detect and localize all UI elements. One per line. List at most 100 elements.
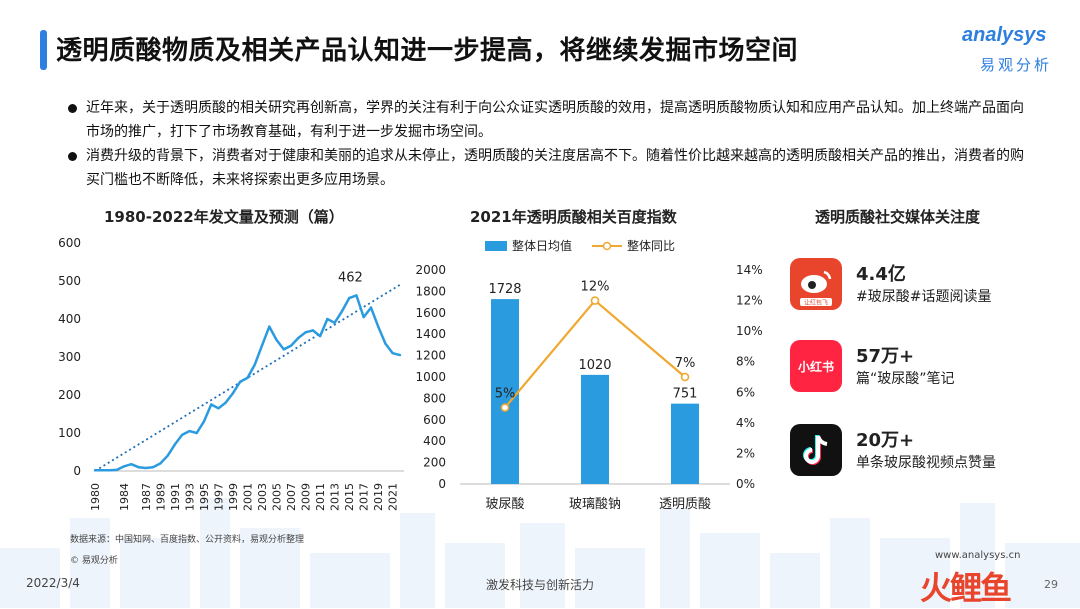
xiaohongshu-badge-text: 小红书 [798,359,834,374]
yoy-point [680,372,690,382]
category-label: 玻璃酸钠 [569,497,621,512]
y-left-tick-label: 200 [423,456,446,470]
data-point [202,420,206,423]
bar-value-label: 1728 [488,282,521,297]
footer-slogan: 激发科技与创新活力 [486,578,595,592]
yoy-value-label: 7% [675,356,696,371]
data-point [173,443,177,446]
bullet-text: 近年来，关于透明质酸的相关研究再创新高，学界的关注有利于向公众证实透明质酸的效用… [86,100,1024,140]
x-tick-label: 2021 [387,483,400,511]
bar-value-label: 751 [673,387,698,402]
y-tick-label: 400 [58,312,81,326]
x-tick-label: 2007 [285,483,298,511]
data-point [144,466,148,470]
x-tick-label: 1995 [198,483,211,511]
data-point [289,344,293,347]
y-right-tick-label: 8% [736,355,755,369]
x-tick-label: 1991 [169,483,182,511]
data-point [231,391,235,395]
y-right-tick-label: 4% [736,416,755,430]
legend-line-marker [602,241,612,251]
data-source: 数据来源：中国知网、百度指数、公开资料，易观分析整理 [70,535,305,545]
y-left-tick-label: 1000 [415,370,446,384]
weibo-badge-text: 让红包飞 [804,299,828,307]
data-point [246,376,249,380]
y-right-tick-label: 2% [736,446,755,460]
y-tick-label: 600 [58,236,81,250]
y-right-tick-label: 0% [736,477,755,491]
skyline-background [0,498,1080,608]
bullet-dot-icon [68,152,77,161]
tiktok-icon [790,424,842,476]
data-point [101,469,104,472]
data-point [253,363,256,366]
data-point [355,294,358,297]
data-point [195,431,198,435]
y-tick-label: 500 [58,274,81,288]
x-tick-label: 1980 [89,483,102,511]
social-title: 透明质酸社交媒体关注度 [815,208,981,226]
x-tick-label: 2019 [372,483,385,511]
data-point [369,306,373,309]
x-tick-label: 2005 [271,483,284,511]
data-point [209,403,213,406]
summary-bullets: 近年来，关于透明质酸的相关研究再创新高，学界的关注有利于向公众证实透明质酸的效用… [68,96,1028,192]
data-point [304,331,307,334]
data-point [93,469,97,472]
yoy-point [500,403,510,412]
x-tick-label: 2009 [300,483,313,511]
bullet-dot-icon [68,104,77,113]
analysys-logo: analysys 易观分析 [962,20,1062,80]
baidu-index-chart: 整体日均值 整体同比 0 200 400 600 800 1000 1200 1400 1600 18… [415,238,763,512]
category-label: 透明质酸 [659,497,711,512]
weibo-value: 4.4亿 [856,264,906,285]
x-tick-label: 2017 [358,483,371,511]
x-tick-label: 2003 [256,483,269,511]
yoy-value-label: 12% [581,280,610,295]
legend-bar-swatch [485,241,507,251]
data-point [137,466,140,469]
data-point [333,321,336,324]
data-point [362,315,365,319]
website-link[interactable]: www.analysys.cn [935,550,1021,561]
bar-透明质酸 [671,403,699,484]
data-point [260,344,264,347]
data-point [384,342,387,345]
x-tick-label: 2011 [314,483,327,511]
social-item-tiktok: 20万+ 单条玻尿酸视频点赞量 [790,424,1030,478]
y-right-tick-label: 6% [736,385,755,399]
y-left-tick-label: 800 [423,391,446,405]
line-chart-title: 1980-2022年发文量及预测（篇） [104,208,344,226]
data-point [340,310,344,313]
category-label: 玻尿酸 [485,497,524,512]
data-point [159,462,162,465]
x-tick-label: 1989 [154,483,167,511]
data-point [239,380,242,383]
y-right-tick-label: 12% [736,294,763,308]
data-point [166,454,169,457]
data-point [130,462,133,466]
xiaohongshu-desc: 篇“玻尿酸”笔记 [856,371,955,387]
x-tick-label: 1997 [212,483,225,511]
bullet-item: 消费升级的背景下，消费者对于健康和美丽的追求从未停止，透明质酸的关注度居高不下。… [68,144,1028,192]
title-accent-bar [40,30,47,70]
data-point [151,466,155,469]
y-left-tick-label: 600 [423,413,446,427]
data-point [224,401,227,404]
y-tick-label: 300 [58,350,81,364]
y-tick-label: 200 [58,388,81,402]
data-point [217,407,220,410]
publications-series-line [95,294,401,472]
data-point [275,338,278,342]
x-tick-label: 1999 [227,483,240,511]
copyright: © 易观分析 [70,556,118,566]
bullet-text: 消费升级的背景下，消费者对于健康和美丽的追求从未停止，透明质酸的关注度居高不下。… [86,148,1024,188]
yoy-value-label: 5% [495,387,516,402]
y-left-tick-label: 0 [438,477,446,491]
y-right-tick-label: 10% [736,324,763,338]
xiaohongshu-icon: 小红书 [790,340,842,392]
watermark-brand: 火鲤鱼 [920,569,1012,607]
x-tick-label: 2001 [242,483,255,511]
y-tick-label: 0 [73,464,81,478]
logo-text-cn: 易观分析 [980,56,1053,74]
